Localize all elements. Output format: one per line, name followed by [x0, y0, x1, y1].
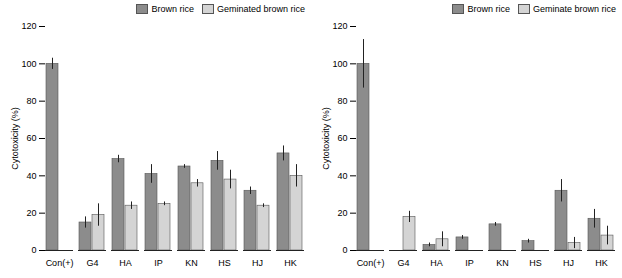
- svg-text:HA: HA: [119, 258, 132, 268]
- svg-text:100: 100: [21, 59, 36, 69]
- html-text:Brown rice: Brown rice: [467, 3, 510, 14]
- svg-text:20: 20: [26, 208, 36, 218]
- svg-text:G4: G4: [397, 258, 409, 268]
- svg-text:G4: G4: [86, 258, 98, 268]
- svg-text:40: 40: [26, 171, 36, 181]
- svg-text:40: 40: [337, 171, 347, 181]
- svg-text:Con(+): Con(+): [357, 258, 385, 268]
- svg-text:0: 0: [31, 245, 36, 255]
- html-text:Geminated brown rice: Geminated brown rice: [217, 3, 305, 14]
- svg-text:100: 100: [332, 59, 347, 69]
- svg-text:Cytotoxicity (%): Cytotoxicity (%): [10, 107, 20, 170]
- svg-text:KN: KN: [185, 258, 198, 268]
- html-text:Geminate brown rice: Geminate brown rice: [533, 3, 616, 14]
- svg-text:120: 120: [21, 21, 36, 31]
- svg-text:KN: KN: [496, 258, 509, 268]
- svg-text:HK: HK: [595, 258, 608, 268]
- svg-text:HK: HK: [284, 258, 297, 268]
- svg-text:HJ: HJ: [252, 258, 263, 268]
- svg-text:HA: HA: [430, 258, 443, 268]
- svg-text:Con(+): Con(+): [46, 258, 74, 268]
- svg-text:HJ: HJ: [563, 258, 574, 268]
- html-text:Brown rice: Brown rice: [151, 3, 194, 14]
- svg-text:HS: HS: [218, 258, 231, 268]
- svg-text:60: 60: [337, 133, 347, 143]
- svg-text:0: 0: [342, 245, 347, 255]
- svg-text:120: 120: [332, 21, 347, 31]
- svg-text:80: 80: [337, 96, 347, 106]
- svg-text:IP: IP: [154, 258, 163, 268]
- svg-text:60: 60: [26, 133, 36, 143]
- svg-text:80: 80: [26, 96, 36, 106]
- svg-text:IP: IP: [465, 258, 474, 268]
- svg-text:Cytotoxicity (%): Cytotoxicity (%): [321, 107, 331, 170]
- svg-text:20: 20: [337, 208, 347, 218]
- svg-text:HS: HS: [529, 258, 542, 268]
